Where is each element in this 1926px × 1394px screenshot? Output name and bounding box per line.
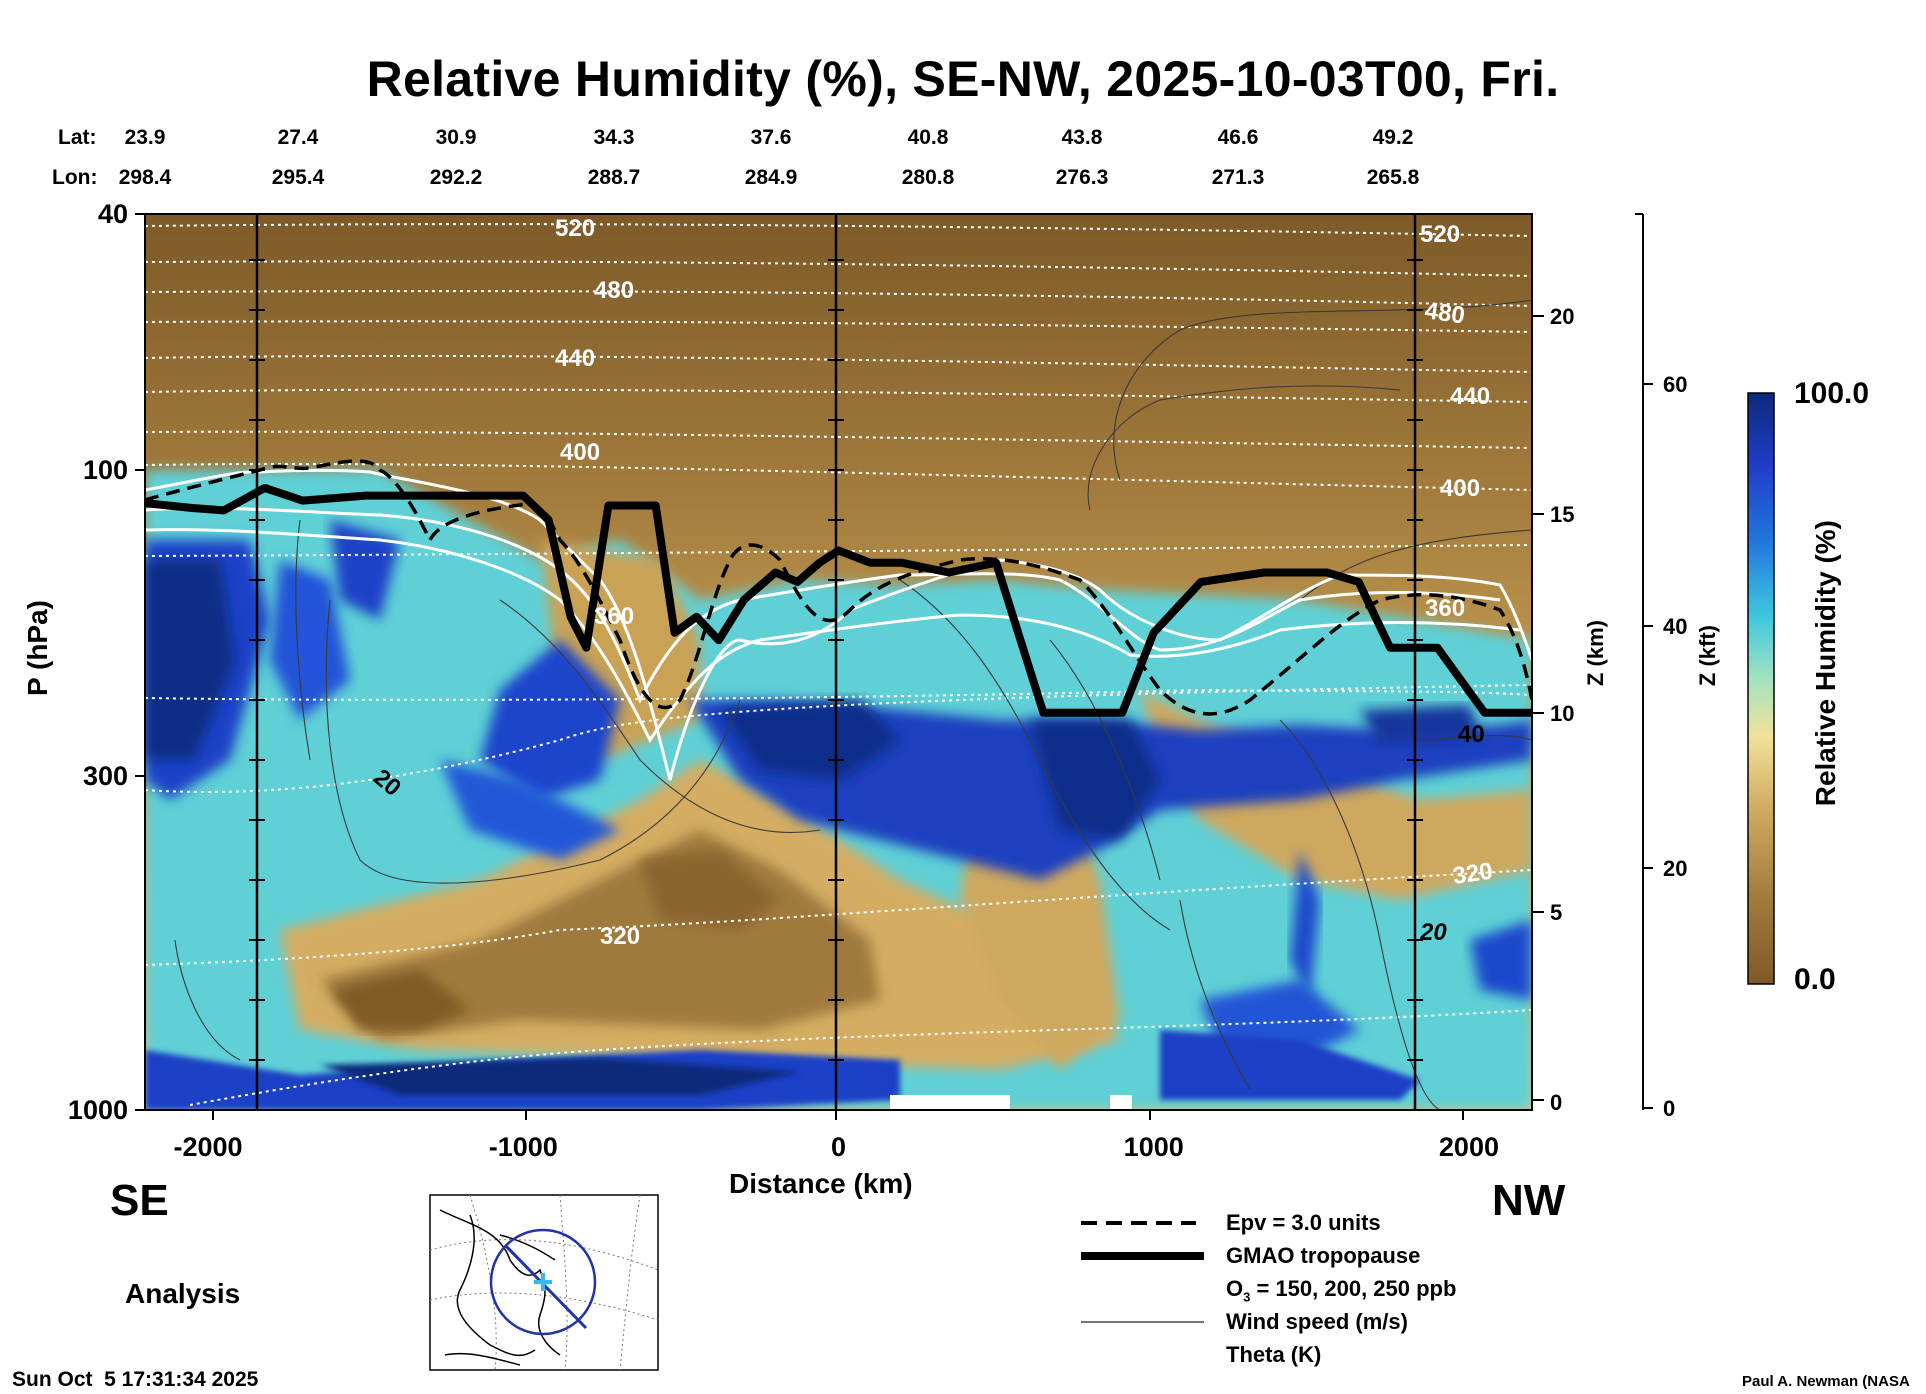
zkm-tick-0: 0: [1550, 1090, 1563, 1115]
legend-ozone-o: O: [1226, 1276, 1244, 1301]
zkm-axis-label: Z (km): [1583, 620, 1608, 686]
zkft-axis: [1635, 213, 1653, 1110]
lon-value: 298.4: [118, 166, 172, 189]
legend-ozone-text: O3 = 150, 200, 250 ppb: [1226, 1273, 1456, 1313]
p-tick-1000: 1000: [67, 1095, 128, 1125]
lon-value: 276.3: [1055, 166, 1109, 189]
y-axis-label: P (hPa): [22, 600, 53, 696]
lat-value: 34.3: [593, 126, 635, 149]
legend-tropopause-text: GMAO tropopause: [1226, 1243, 1421, 1268]
svg-text:360: 360: [1425, 595, 1465, 622]
zkm-tick-15: 15: [1550, 502, 1575, 527]
section-lines: [255, 214, 1417, 1110]
legend-ozone-sub: 3: [1243, 1289, 1251, 1305]
svg-text:40: 40: [1458, 721, 1485, 748]
lat-value: 43.8: [1061, 126, 1103, 149]
lon-value: 271.3: [1211, 166, 1265, 189]
colorbar-min-label: 0.0: [1794, 963, 1836, 996]
legend-item-tropopause: GMAO tropopause: [1036, 1240, 1456, 1272]
svg-text:320: 320: [600, 923, 640, 950]
legend-item-theta: Theta (K): [1036, 1339, 1456, 1371]
svg-text:400: 400: [1440, 475, 1480, 502]
lon-value: 280.8: [901, 166, 955, 189]
svg-text:520: 520: [555, 215, 595, 242]
lon-label: Lon:: [52, 166, 98, 189]
legend-theta-text: Theta (K): [1226, 1342, 1322, 1367]
p-tick-100: 100: [82, 455, 128, 485]
credit: Paul A. Newman (NASA: [1742, 1373, 1910, 1390]
legend-item-wind: Wind speed (m/s): [1036, 1306, 1456, 1338]
svg-text:440: 440: [555, 345, 595, 372]
legend-ozone-values: = 150, 200, 250 ppb: [1250, 1276, 1457, 1301]
epv-contour: [145, 459, 1532, 716]
x-axis-label: Distance (km): [729, 1168, 913, 1199]
colorbar-label: Relative Humidity (%): [1810, 520, 1841, 807]
section-ticks: [249, 259, 1423, 1061]
lat-value: 37.6: [750, 126, 792, 149]
lon-value: 292.2: [429, 166, 483, 189]
legend: Epv = 3.0 units GMAO tropopause O3 = 150…: [1036, 1192, 1456, 1375]
theta-contours: [145, 223, 1532, 1106]
x-tick-label: -1000: [488, 1132, 558, 1162]
svg-text:480: 480: [1423, 297, 1466, 329]
lon-value: 288.7: [587, 166, 641, 189]
zkm-ticks: [1532, 315, 1544, 1101]
svg-text:520: 520: [1420, 221, 1460, 248]
tropopause-line: [145, 483, 1532, 717]
x-tick-label: 1000: [1123, 1132, 1184, 1162]
lat-value: 46.6: [1217, 126, 1259, 149]
zkm-tick-10: 10: [1550, 701, 1575, 726]
svg-text:400: 400: [560, 439, 600, 466]
legend-item-epv: Epv = 3.0 units: [1036, 1207, 1456, 1239]
p-tick-40: 40: [97, 199, 128, 229]
zkft-tick-20: 20: [1663, 856, 1688, 881]
lon-value: 265.8: [1366, 166, 1420, 189]
x-tick-label: 0: [830, 1132, 847, 1162]
lon-value: 284.9: [744, 166, 798, 189]
colorbar: [1747, 392, 1775, 985]
lat-value: 49.2: [1372, 126, 1414, 149]
lat-value: 30.9: [435, 126, 477, 149]
legend-epv-text: Epv = 3.0 units: [1226, 1210, 1381, 1235]
zkm-tick-5: 5: [1550, 900, 1563, 925]
x-tick-label: 2000: [1438, 1132, 1499, 1162]
x-tick-label: -2000: [173, 1132, 243, 1162]
se-label: SE: [110, 1176, 169, 1225]
p-ticks: [135, 213, 145, 1111]
lat-value: 40.8: [907, 126, 949, 149]
lon-value: 295.4: [271, 166, 325, 189]
svg-text:20: 20: [1419, 919, 1447, 946]
locator-map: [429, 1194, 659, 1371]
zkft-axis-label: Z (kft): [1695, 625, 1720, 687]
lat-label: Lat:: [58, 126, 97, 149]
legend-samples: [1081, 1221, 1204, 1356]
contour-labels: 520 480 440 400 360 320 520 480 440 400 …: [555, 215, 1494, 950]
zkm-tick-20: 20: [1550, 304, 1575, 329]
legend-wind-text: Wind speed (m/s): [1226, 1309, 1408, 1334]
chart-title: Relative Humidity (%), SE-NW, 2025-10-03…: [366, 51, 1560, 107]
p-tick-300: 300: [82, 761, 128, 791]
lat-value: 23.9: [124, 126, 166, 149]
x-ticks: [212, 1110, 1464, 1120]
ozone-contours: [145, 469, 1532, 781]
zkft-tick-60: 60: [1663, 372, 1688, 397]
lat-value: 27.4: [277, 126, 319, 149]
svg-text:320: 320: [1451, 858, 1494, 890]
svg-text:440: 440: [1450, 383, 1490, 410]
colorbar-max-label: 100.0: [1794, 377, 1870, 410]
zkft-tick-0: 0: [1663, 1096, 1676, 1121]
legend-item-ozone: O3 = 150, 200, 250 ppb: [1036, 1273, 1456, 1305]
svg-text:480: 480: [594, 277, 634, 304]
svg-text:360: 360: [594, 603, 634, 630]
zkft-tick-40: 40: [1663, 614, 1688, 639]
analysis-label: Analysis: [125, 1278, 241, 1309]
plot-frame: [144, 213, 1533, 1111]
timestamp: Sun Oct 5 17:31:34 2025: [12, 1368, 259, 1391]
nw-label: NW: [1492, 1176, 1566, 1225]
rh-field: [145, 470, 1532, 1110]
